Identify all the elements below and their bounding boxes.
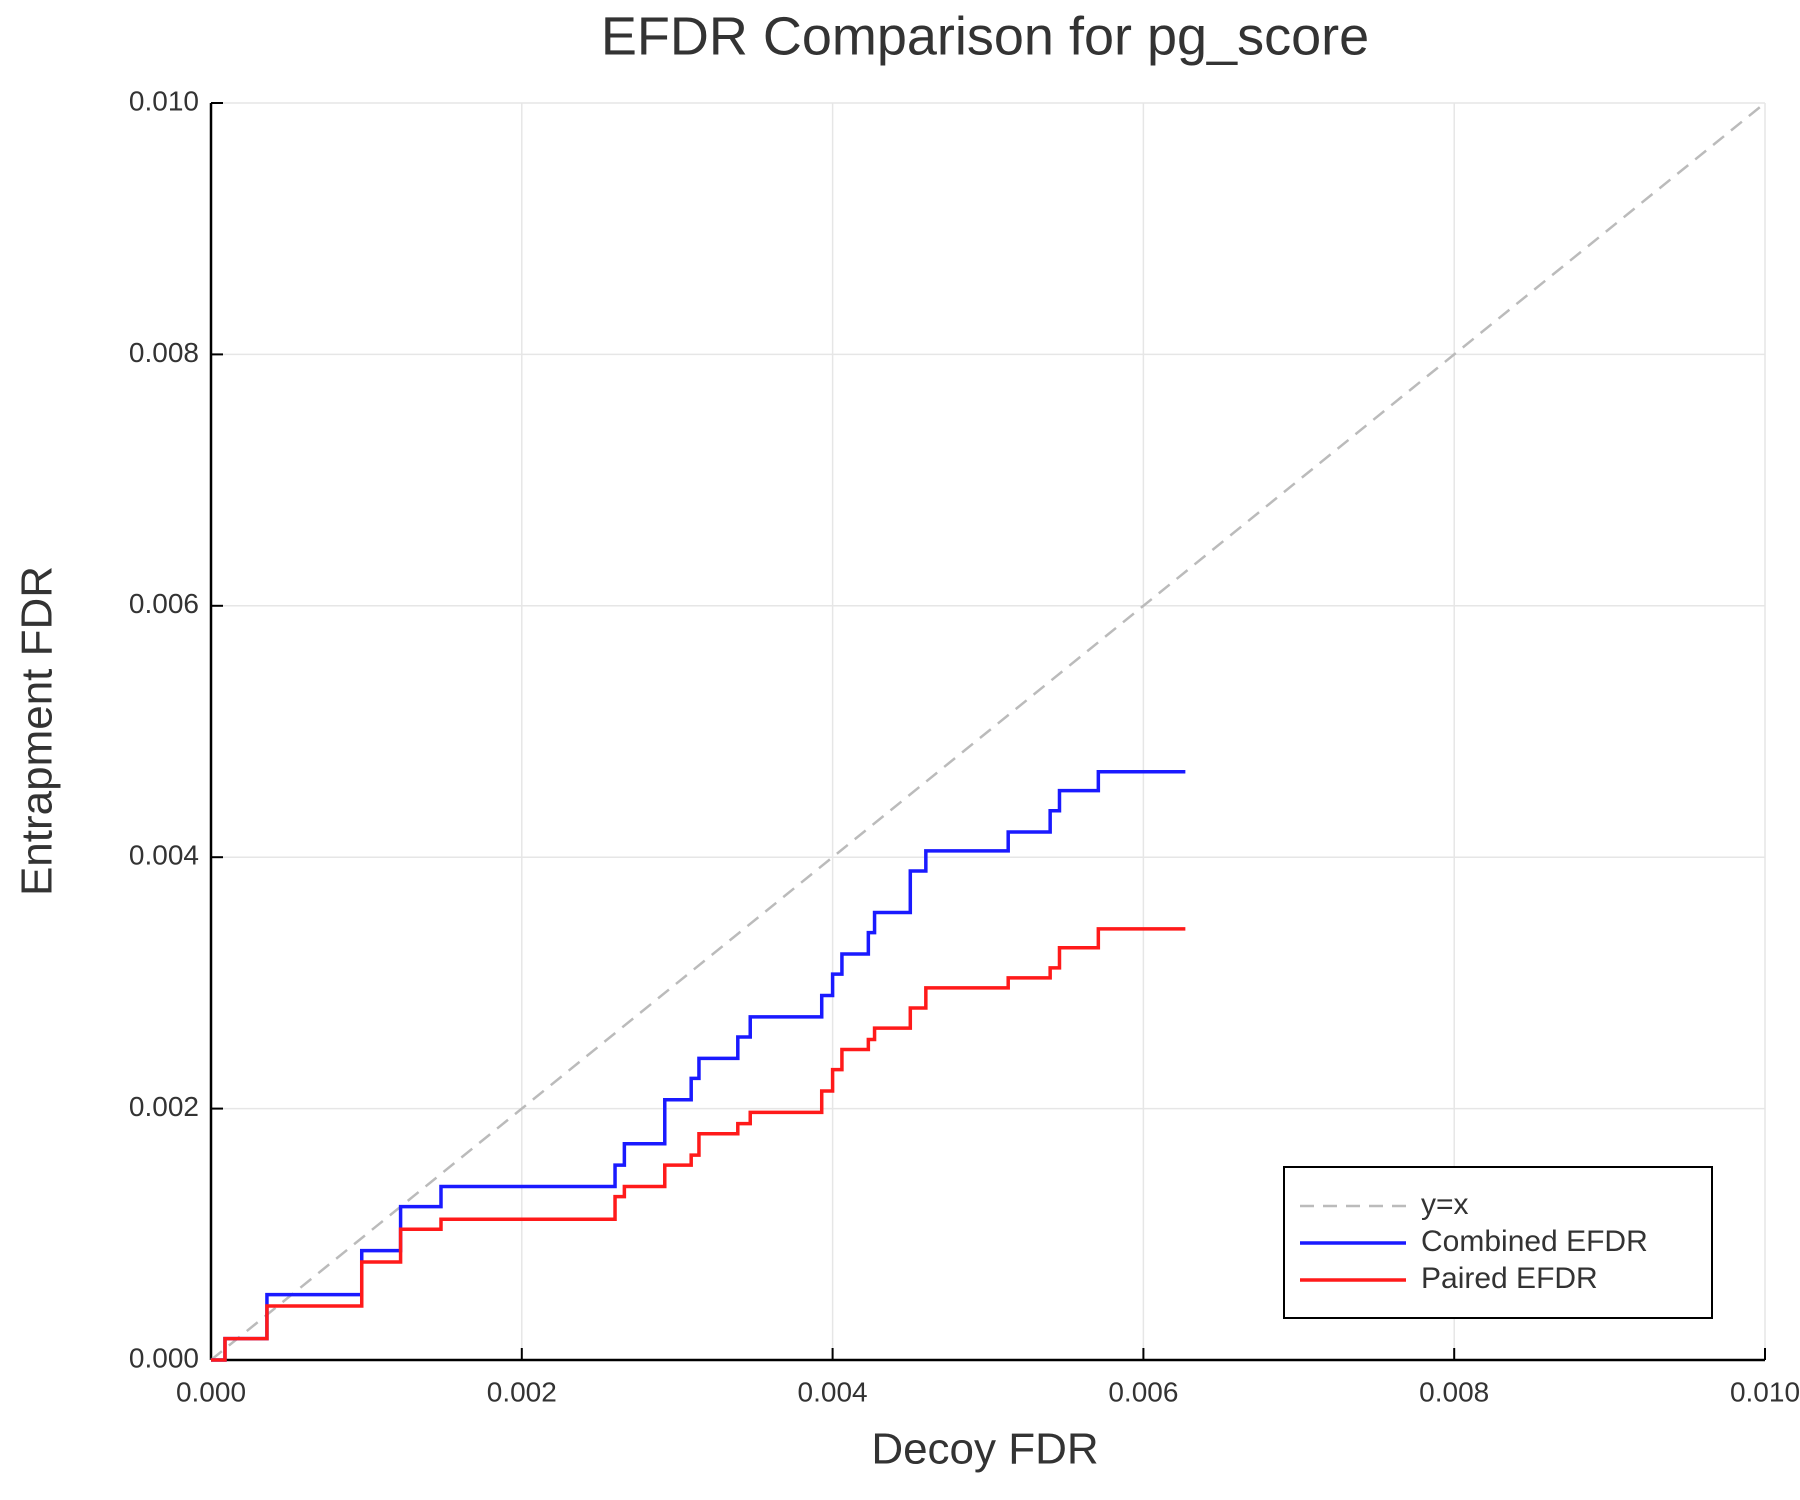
y-tick-label: 0.010 xyxy=(129,85,199,116)
chart-title: EFDR Comparison for pg_score xyxy=(601,6,1369,66)
x-tick-label: 0.000 xyxy=(176,1376,246,1407)
y-tick-label: 0.008 xyxy=(129,337,199,368)
x-tick-label: 0.004 xyxy=(798,1376,868,1407)
legend-label: y=x xyxy=(1421,1188,1469,1221)
y-tick-label: 0.004 xyxy=(129,840,199,871)
x-tick-label: 0.002 xyxy=(487,1376,557,1407)
y-tick-label: 0.000 xyxy=(129,1342,199,1373)
y-tick-label: 0.006 xyxy=(129,588,199,619)
line xyxy=(211,927,1186,1362)
y-tick-label: 0.002 xyxy=(129,1091,199,1122)
line xyxy=(210,102,1766,1361)
x-axis-label: Decoy FDR xyxy=(871,1425,1098,1474)
x-tick-label: 0.008 xyxy=(1419,1376,1489,1407)
line xyxy=(211,769,1186,1362)
legend-label: Combined EFDR xyxy=(1421,1225,1648,1258)
legend-label: Paired EFDR xyxy=(1421,1262,1598,1295)
x-tick-label: 0.010 xyxy=(1730,1376,1800,1407)
y-axis-label: Entrapment FDR xyxy=(13,566,62,896)
x-tick-label: 0.006 xyxy=(1108,1376,1178,1407)
legend: y=x Combined EFDR Paired EFDR xyxy=(1283,1166,1713,1319)
